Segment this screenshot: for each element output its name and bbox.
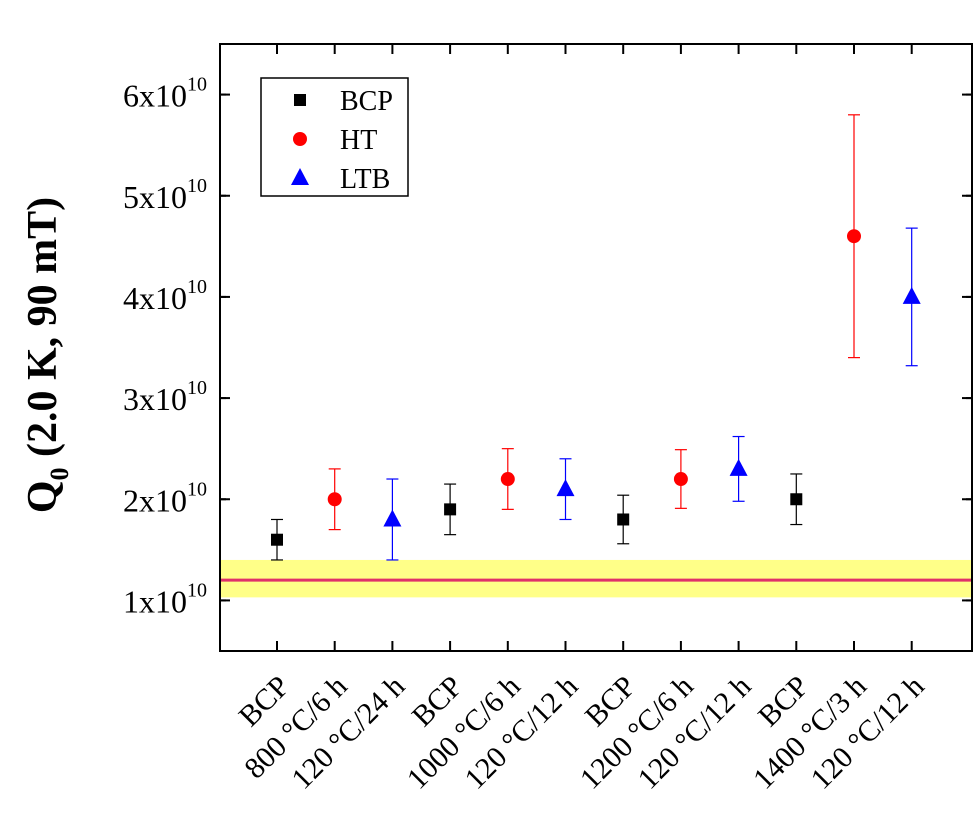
- y-tick-label: 5x1010: [123, 175, 207, 215]
- bcp-point: [271, 533, 283, 546]
- legend-ht-label: HT: [340, 125, 377, 156]
- y-tick-exponent: 10: [187, 377, 207, 399]
- y-tick-exponent: 10: [187, 276, 207, 298]
- ht-point: [327, 492, 342, 507]
- legend-ht-marker: [293, 132, 307, 146]
- y-tick-label: 3x1010: [123, 377, 207, 417]
- bcp-point: [617, 513, 630, 526]
- y-tick-mantissa: 6x10: [123, 78, 187, 114]
- ltb-point: [729, 458, 748, 476]
- y-tick-mantissa: 5x10: [123, 179, 187, 215]
- ht-point: [847, 229, 861, 244]
- y-axis-title-main: Q: [20, 480, 66, 513]
- legend-bcp-label: BCP: [340, 86, 393, 117]
- legend-ltb-label: LTB: [340, 164, 390, 195]
- bcp-point: [444, 503, 457, 516]
- ltb-point: [902, 286, 921, 304]
- y-tick-exponent: 10: [187, 175, 207, 197]
- y-tick-label: 4x1010: [123, 276, 207, 316]
- y-axis-title-subscript: 0: [45, 467, 74, 480]
- ltb-point: [556, 479, 575, 497]
- y-axis-title-rest: (2.0 K, 90 mT): [20, 197, 66, 468]
- legend-bcp-marker: [294, 94, 306, 106]
- y-tick-mantissa: 2x10: [123, 482, 187, 518]
- plot-frame: [219, 43, 973, 652]
- bcp-point: [790, 493, 803, 506]
- legend-ltb-marker: [291, 168, 309, 185]
- y-tick-mantissa: 3x10: [123, 381, 187, 417]
- y-tick-label: 6x1010: [123, 74, 207, 114]
- y-tick-exponent: 10: [187, 74, 207, 96]
- series-layer: [271, 114, 921, 561]
- y-tick-mantissa: 1x10: [123, 583, 187, 619]
- legend: BCP HT LTB: [260, 77, 409, 197]
- ht-point: [500, 472, 515, 487]
- y-axis-title: Q0 (2.0 K, 90 mT): [20, 197, 74, 513]
- reference-band: [220, 559, 972, 598]
- reference-band-layer: [220, 559, 972, 598]
- y-tick-exponent: 10: [187, 478, 207, 500]
- y-tick-label: 2x1010: [123, 478, 207, 518]
- ltb-point: [383, 509, 402, 527]
- y-tick-label: 1x1010: [123, 579, 207, 619]
- y-tick-mantissa: 4x10: [123, 280, 187, 316]
- y-tick-exponent: 10: [187, 579, 207, 601]
- legend-box: [260, 77, 409, 197]
- ht-point: [673, 472, 688, 487]
